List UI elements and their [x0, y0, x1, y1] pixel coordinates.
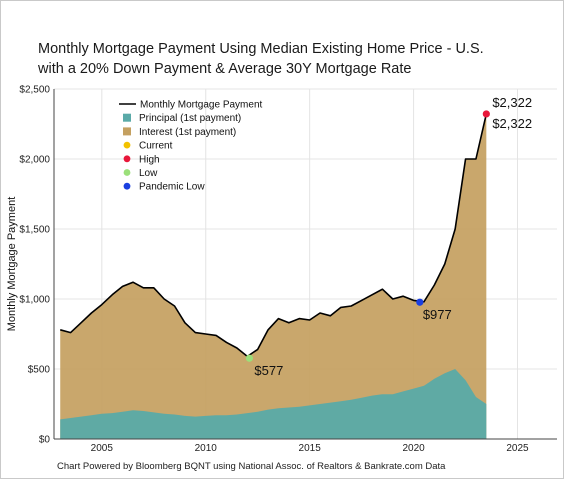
pandemic-low-annotation: $977: [423, 307, 452, 322]
legend-swatch-5: [123, 169, 131, 176]
chart-title-line-2: with a 20% Down Payment & Average 30Y Mo…: [38, 61, 412, 77]
monthly-payment-line: [60, 113, 488, 358]
x-tick-label-4: 2025: [506, 443, 529, 454]
y-tick-label-5: $2,500: [19, 85, 50, 96]
legend-label-4: High: [139, 154, 160, 165]
legend-label-2: Interest (1st payment): [139, 127, 236, 138]
legend-label-3: Current: [139, 141, 173, 152]
y-tick-label-0: $0: [39, 435, 51, 446]
interest-area: [60, 113, 487, 440]
x-tick-label-3: 2020: [402, 443, 425, 454]
legend-swatch-2: [123, 127, 131, 136]
chart-footer: Chart Powered by Bloomberg BQNT using Na…: [57, 461, 446, 472]
chart-title: Monthly Mortgage Payment Using Median Ex…: [38, 39, 538, 79]
x-tick-label-0: 2005: [91, 443, 114, 454]
high-marker: [482, 110, 490, 118]
y-tick-label-1: $500: [28, 365, 51, 376]
low-marker: [245, 354, 253, 362]
legend-swatch-6: [123, 182, 131, 190]
pandemic-low-marker: [416, 298, 424, 306]
legend-item-1: Principal (1st payment): [123, 113, 241, 124]
principal-area: [60, 369, 487, 439]
legend-label-1: Principal (1st payment): [139, 113, 241, 124]
legend-swatch-3: [123, 141, 131, 149]
legend-swatch-4: [123, 155, 131, 163]
legend: Monthly Mortgage Payment Principal (1st p…: [119, 100, 263, 193]
legend-item-2: Interest (1st payment): [123, 127, 236, 138]
high-annotation: $2,322: [492, 95, 532, 110]
legend-label-5: Low: [139, 168, 158, 179]
low-annotation: $577: [254, 363, 283, 378]
current-annotation: $2,322: [492, 116, 532, 131]
legend-item-4: High: [123, 154, 160, 165]
legend-item-6: Pandemic Low: [123, 182, 205, 193]
legend-swatch-1: [123, 113, 131, 122]
y-tick-label-3: $1,500: [19, 225, 50, 236]
y-tick-label-4: $2,000: [19, 155, 50, 166]
x-tick-label-1: 2010: [195, 443, 218, 454]
legend-item-0: Monthly Mortgage Payment: [119, 100, 263, 111]
legend-label-6: Pandemic Low: [139, 182, 205, 193]
legend-label-0: Monthly Mortgage Payment: [140, 100, 263, 111]
legend-item-3: Current: [123, 141, 173, 152]
y-axis-label: Monthly Mortgage Payment: [6, 197, 18, 332]
y-tick-label-2: $1,000: [19, 295, 50, 306]
x-tick-label-2: 2015: [299, 443, 322, 454]
chart-title-line-1: Monthly Mortgage Payment Using Median Ex…: [38, 41, 484, 57]
legend-item-5: Low: [123, 168, 158, 179]
